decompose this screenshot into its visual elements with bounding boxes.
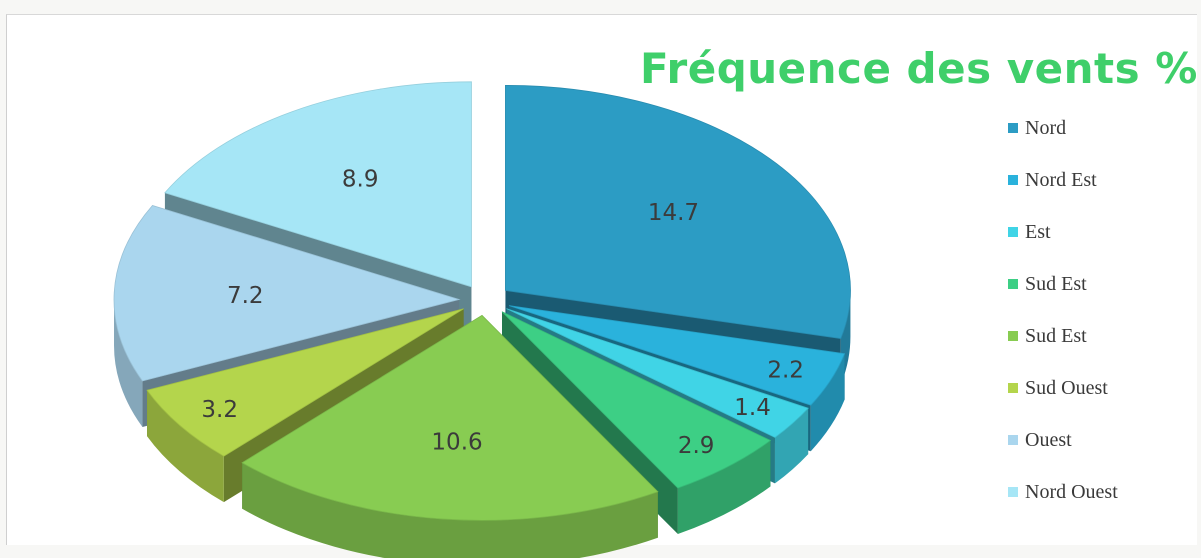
legend-entry: Ouest [1008, 430, 1118, 482]
pie-slices [113, 81, 851, 558]
legend-swatch [1008, 175, 1018, 185]
pie-slice-top [241, 314, 659, 521]
pie-slice [241, 314, 659, 558]
pie-data-label: 8.9 [342, 166, 379, 192]
pie-data-label: 2.9 [678, 433, 715, 459]
pie-slice-wall [114, 299, 143, 427]
pie-data-label: 7.2 [227, 283, 264, 309]
legend-entry: Sud Est [1008, 326, 1118, 378]
pie-slice-wall [242, 462, 658, 558]
legend-entry: Nord [1008, 118, 1118, 170]
legend-label: Est [1025, 221, 1051, 243]
legend-label: Sud Ouest [1025, 377, 1108, 399]
legend-entry: Nord Est [1008, 170, 1118, 222]
pie-slice-top [113, 204, 461, 382]
chart-title: Fréquence des vents % [640, 44, 1198, 93]
pie-data-label: 2.2 [767, 358, 804, 384]
legend-entry: Nord Ouest [1008, 482, 1118, 534]
pie-data-label: 1.4 [734, 395, 771, 421]
legend-label: Ouest [1025, 429, 1072, 451]
legend-entry: Sud Est [1008, 274, 1118, 326]
legend-label: Nord [1025, 117, 1067, 139]
legend-label: Nord Ouest [1025, 481, 1118, 503]
legend-swatch [1008, 279, 1018, 289]
pie-slice-top [505, 85, 851, 339]
legend-swatch [1008, 123, 1018, 133]
legend-label: Sud Est [1025, 325, 1087, 347]
legend-entry: Est [1008, 222, 1118, 274]
legend-label: Nord Est [1025, 169, 1097, 191]
legend-label: Sud Est [1025, 273, 1087, 295]
pie-slice-wall [677, 440, 771, 535]
pie-data-label: 3.2 [201, 397, 238, 423]
legend-entry: Sud Ouest [1008, 378, 1118, 430]
legend-swatch [1008, 331, 1018, 341]
pie-data-label: 10.6 [431, 430, 482, 456]
legend-swatch [1008, 227, 1018, 237]
legend-swatch [1008, 487, 1018, 497]
pie-slice-top [146, 308, 464, 457]
pie-slice-top [501, 311, 772, 489]
pie-slice-top [164, 81, 472, 288]
pie-slice-top [506, 308, 809, 438]
chart-legend: Nord Nord Est Est Sud Est Sud Est Sud Ouest Ou… [1008, 118, 1118, 534]
pie-slice-wall [810, 353, 845, 452]
legend-swatch [1008, 435, 1018, 445]
pie-data-labels: 14.7 2.2 1.4 2.9 10.6 3.2 7.2 8.9 [201, 166, 804, 459]
pie-slice-wall [147, 390, 224, 503]
pie-slice-wall [774, 408, 809, 484]
pie-data-label: 14.7 [648, 200, 699, 226]
legend-swatch [1008, 383, 1018, 393]
pie-slice-top [509, 305, 846, 406]
